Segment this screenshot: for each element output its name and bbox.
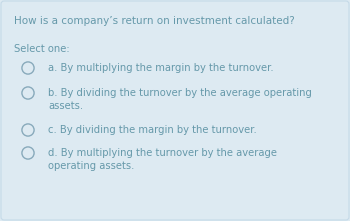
Point bbox=[25, 128, 31, 132]
Text: assets.: assets. bbox=[48, 101, 83, 111]
Text: c. By dividing the margin by the turnover.: c. By dividing the margin by the turnove… bbox=[48, 125, 257, 135]
Point bbox=[25, 91, 31, 95]
Text: a. By multiplying the margin by the turnover.: a. By multiplying the margin by the turn… bbox=[48, 63, 274, 73]
Text: d. By multiplying the turnover by the average: d. By multiplying the turnover by the av… bbox=[48, 148, 277, 158]
Point bbox=[25, 66, 31, 70]
Text: Select one:: Select one: bbox=[14, 44, 70, 54]
Text: operating assets.: operating assets. bbox=[48, 161, 134, 171]
Text: How is a company’s return on investment calculated?: How is a company’s return on investment … bbox=[14, 16, 295, 26]
Point bbox=[25, 151, 31, 155]
Text: b. By dividing the turnover by the average operating: b. By dividing the turnover by the avera… bbox=[48, 88, 312, 98]
